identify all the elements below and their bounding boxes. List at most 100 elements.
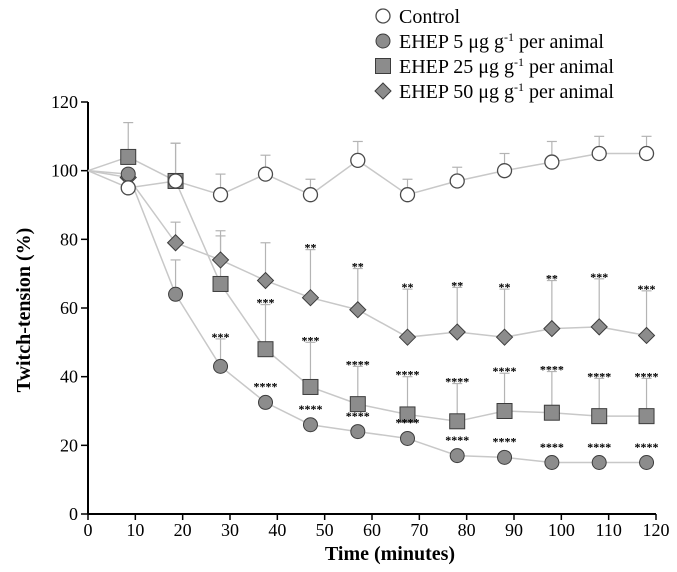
data-point <box>120 148 137 165</box>
significance-mark: **** <box>493 435 517 449</box>
x-tick-label: 70 <box>410 520 428 540</box>
data-point <box>449 413 466 430</box>
significance-mark: *** <box>590 270 608 284</box>
x-tick-label: 0 <box>84 520 93 540</box>
y-axis-label: Twitch-tension (%) <box>13 228 35 393</box>
x-tick-label: 20 <box>174 520 192 540</box>
data-point <box>350 152 366 169</box>
significance-mark: **** <box>445 375 469 389</box>
significance-mark: *** <box>212 330 230 344</box>
x-tick-label: 60 <box>363 520 381 540</box>
x-tick-label: 30 <box>221 520 239 540</box>
data-point <box>638 145 655 162</box>
legend-label: EHEP 5 μg g-1 per animal <box>399 30 604 53</box>
data-point <box>302 417 318 433</box>
significance-mark: ** <box>451 278 463 292</box>
significance-mark: **** <box>587 440 611 454</box>
data-point <box>590 318 608 336</box>
significance-mark: **** <box>540 363 564 377</box>
data-point <box>638 408 655 425</box>
data-point <box>449 448 465 464</box>
data-point <box>301 288 320 307</box>
data-point <box>166 234 185 252</box>
series-line <box>87 169 647 338</box>
data-point <box>639 455 655 470</box>
data-point <box>591 408 608 425</box>
y-tick-label: 0 <box>69 504 78 524</box>
significance-mark: ** <box>304 241 316 255</box>
significance-mark: **** <box>635 369 659 383</box>
data-point <box>349 396 366 413</box>
data-point <box>350 424 366 440</box>
data-point <box>591 145 607 162</box>
significance-mark: **** <box>635 440 659 454</box>
significance-mark: **** <box>587 369 611 383</box>
data-point <box>167 173 184 189</box>
data-point <box>399 406 416 423</box>
significance-mark: **** <box>254 380 278 394</box>
legend-label: EHEP 25 μg g-1 per animal <box>399 55 614 78</box>
data-point <box>120 180 136 196</box>
data-point <box>211 251 230 269</box>
data-point <box>495 328 514 346</box>
data-point <box>400 430 415 446</box>
x-tick-label: 10 <box>126 520 144 540</box>
legend-marker <box>375 33 391 49</box>
legend-label: EHEP 50 μg g-1 per animal <box>399 80 614 103</box>
data-point <box>213 358 229 374</box>
data-point <box>543 404 560 421</box>
data-point <box>212 275 229 292</box>
data-point <box>257 341 274 358</box>
significance-mark: **** <box>346 409 370 423</box>
x-tick-label: 50 <box>316 520 334 540</box>
axes: 0 10 20 30 40 50 60 70 80 90 100 110 120 0 20 40 60 80 100… <box>51 92 670 540</box>
data-point <box>497 449 513 465</box>
x-axis-label: Time (minutes) <box>325 543 455 565</box>
significance-mark: ** <box>499 280 511 294</box>
y-tick-label: 80 <box>60 229 78 249</box>
data-point <box>349 301 367 319</box>
significance-mark: **** <box>396 416 420 430</box>
significance-mark: *** <box>257 296 275 310</box>
x-tick-label: 40 <box>268 520 286 540</box>
data-point <box>399 187 416 203</box>
legend-marker <box>374 82 392 100</box>
significance-mark: *** <box>638 282 656 296</box>
y-tick-label: 40 <box>60 367 78 387</box>
legend-marker <box>375 58 391 74</box>
significance-mark: ** <box>352 260 364 274</box>
data-point <box>398 328 417 346</box>
x-tick-label: 90 <box>505 520 523 540</box>
significance-mark: ** <box>402 280 414 294</box>
data-point <box>496 403 513 419</box>
x-tick-label: 80 <box>458 520 476 540</box>
data-point <box>302 378 319 395</box>
y-tick-label: 120 <box>51 92 78 112</box>
data-point <box>544 154 560 170</box>
significance-mark: **** <box>445 433 469 447</box>
data-point <box>258 394 273 410</box>
y-tick-label: 20 <box>60 435 78 455</box>
data-point <box>543 319 561 338</box>
data-point <box>637 326 656 345</box>
data-point <box>448 323 466 341</box>
legend-label: Control <box>399 6 461 28</box>
significance-mark: ** <box>546 272 558 286</box>
y-tick-label: 60 <box>60 298 78 318</box>
y-tick-label: 100 <box>51 161 78 181</box>
data-point <box>544 455 560 470</box>
data-point <box>120 166 136 182</box>
data-point <box>449 173 465 189</box>
x-tick-label: 110 <box>595 520 621 540</box>
significance-mark: **** <box>493 364 517 378</box>
significance-labels: *********** **** ******** **** **** **** *****… <box>212 241 659 454</box>
significance-mark: **** <box>346 357 370 371</box>
data-point <box>591 455 607 470</box>
data-point <box>256 271 275 290</box>
error-bars <box>123 121 652 422</box>
x-tick-label: 100 <box>548 520 575 540</box>
data-point <box>302 187 319 203</box>
data-point <box>212 187 229 203</box>
